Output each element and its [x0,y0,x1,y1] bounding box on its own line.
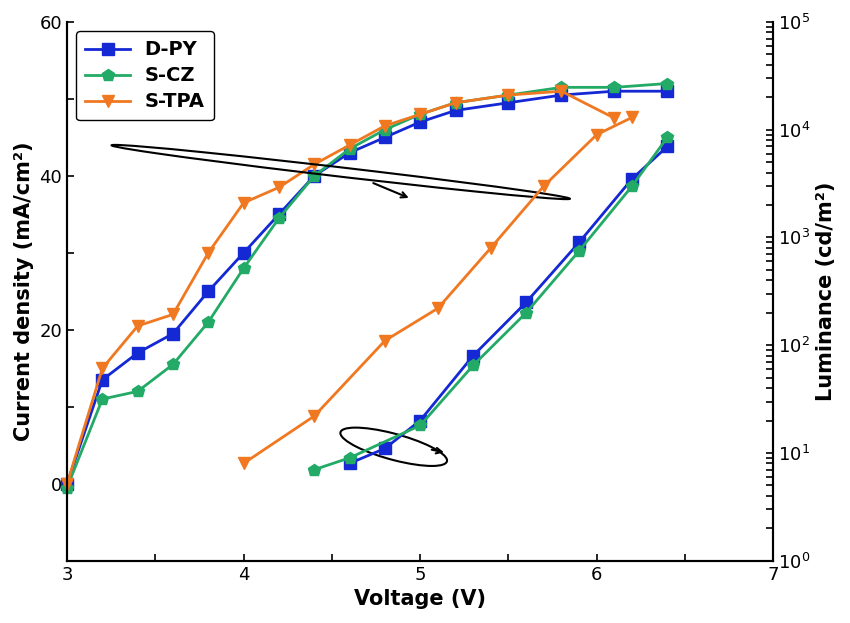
Y-axis label: Luminance (cd/m²): Luminance (cd/m²) [816,182,836,401]
X-axis label: Voltage (V): Voltage (V) [354,589,486,609]
Legend: D-PY, S-CZ, S-TPA: D-PY, S-CZ, S-TPA [76,31,213,120]
Y-axis label: Current density (mA/cm²): Current density (mA/cm²) [14,141,34,441]
